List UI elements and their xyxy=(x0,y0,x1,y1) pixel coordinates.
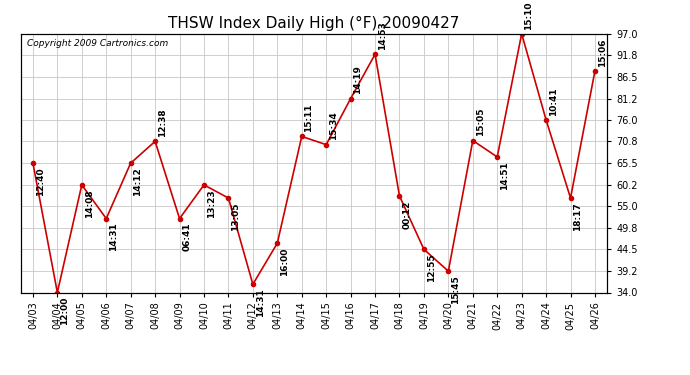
Text: 15:05: 15:05 xyxy=(475,108,484,136)
Text: 14:51: 14:51 xyxy=(500,161,509,190)
Text: 14:12: 14:12 xyxy=(133,167,142,196)
Text: 15:06: 15:06 xyxy=(598,38,607,66)
Text: 16:00: 16:00 xyxy=(280,248,289,276)
Text: 10:41: 10:41 xyxy=(549,87,558,116)
Text: 12:55: 12:55 xyxy=(426,254,435,282)
Text: 13:23: 13:23 xyxy=(207,189,216,217)
Text: 12:00: 12:00 xyxy=(60,297,69,325)
Text: 14:31: 14:31 xyxy=(109,223,118,252)
Text: 12:38: 12:38 xyxy=(158,109,167,137)
Title: THSW Index Daily High (°F) 20090427: THSW Index Daily High (°F) 20090427 xyxy=(168,16,460,31)
Text: 14:08: 14:08 xyxy=(85,189,94,217)
Text: 13:05: 13:05 xyxy=(231,202,240,231)
Text: 15:11: 15:11 xyxy=(304,104,313,132)
Text: 06:41: 06:41 xyxy=(182,223,191,251)
Text: 15:45: 15:45 xyxy=(451,275,460,304)
Text: 12:40: 12:40 xyxy=(36,167,45,196)
Text: 00:12: 00:12 xyxy=(402,200,411,228)
Text: 14:53: 14:53 xyxy=(378,21,387,50)
Text: Copyright 2009 Cartronics.com: Copyright 2009 Cartronics.com xyxy=(26,39,168,48)
Text: 15:10: 15:10 xyxy=(524,1,533,30)
Text: 14:31: 14:31 xyxy=(255,288,265,317)
Text: 18:17: 18:17 xyxy=(573,202,582,231)
Text: 14:19: 14:19 xyxy=(353,66,362,94)
Text: 15:34: 15:34 xyxy=(329,112,338,141)
